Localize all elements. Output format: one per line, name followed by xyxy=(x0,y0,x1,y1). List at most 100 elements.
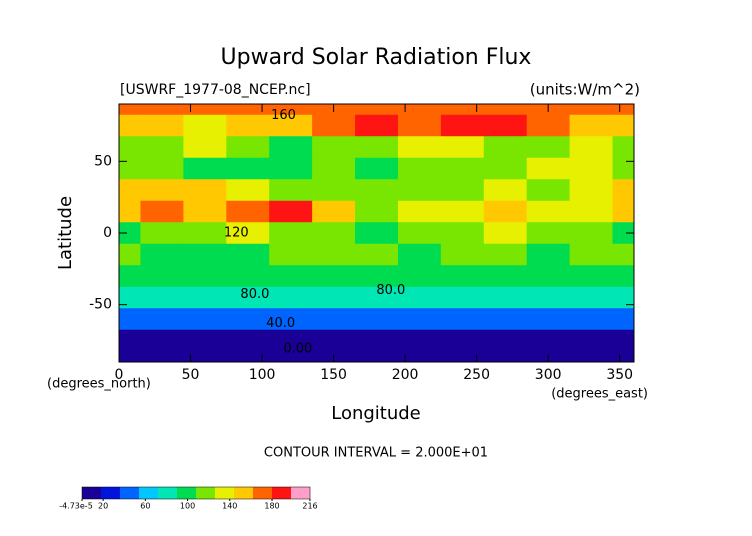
cell xyxy=(483,200,528,223)
cell xyxy=(119,308,141,331)
cell xyxy=(312,308,356,331)
cell xyxy=(440,243,485,266)
cell xyxy=(397,200,442,223)
cell xyxy=(612,222,634,245)
cell xyxy=(355,329,399,352)
cell xyxy=(440,286,485,309)
colorbar-swatch xyxy=(196,487,216,499)
cell xyxy=(140,114,184,137)
cell xyxy=(312,222,356,245)
cell xyxy=(569,308,614,331)
cell xyxy=(355,200,399,223)
cell xyxy=(397,329,442,352)
cell xyxy=(397,104,442,116)
cell xyxy=(119,157,141,180)
cell xyxy=(569,157,614,180)
cell xyxy=(183,265,227,288)
colorbar-label: 216 xyxy=(302,502,317,511)
cell xyxy=(226,308,270,331)
cell xyxy=(612,265,634,288)
cell xyxy=(140,179,184,202)
cell xyxy=(312,286,356,309)
cell xyxy=(312,329,356,352)
cell xyxy=(226,329,270,352)
cell xyxy=(119,286,141,309)
x-tick-label: 0 xyxy=(115,367,124,383)
cell xyxy=(483,286,528,309)
cell xyxy=(440,329,485,352)
cell xyxy=(526,157,571,180)
x-tick-label: 100 xyxy=(249,367,276,383)
cell xyxy=(612,104,634,116)
colorbar-swatch xyxy=(82,487,102,499)
cell xyxy=(612,308,634,331)
cell xyxy=(119,114,141,137)
cell xyxy=(526,179,571,202)
cell xyxy=(269,157,313,180)
cell xyxy=(355,136,399,159)
cell xyxy=(483,308,528,331)
cell xyxy=(397,286,442,309)
cell xyxy=(526,222,571,245)
cell xyxy=(269,329,313,352)
cell xyxy=(355,286,399,309)
cell xyxy=(312,136,356,159)
x-tick-label: 150 xyxy=(320,367,347,383)
cell xyxy=(440,179,485,202)
cell xyxy=(397,351,442,362)
cell xyxy=(397,157,442,180)
colorbar-label: 100 xyxy=(180,502,195,511)
cell xyxy=(569,114,614,137)
cell xyxy=(119,351,141,362)
colorbar-swatch xyxy=(272,487,292,499)
cell xyxy=(269,243,313,266)
cell xyxy=(397,265,442,288)
cell xyxy=(119,265,141,288)
contour-label: 160 xyxy=(271,108,296,123)
colorbar-frame xyxy=(81,486,311,500)
cell xyxy=(140,286,184,309)
cell xyxy=(140,243,184,266)
cell xyxy=(355,222,399,245)
cell xyxy=(612,329,634,352)
cell xyxy=(140,157,184,180)
x-unit: (degrees_east) xyxy=(551,387,648,402)
cell xyxy=(440,222,485,245)
cell xyxy=(226,286,270,309)
cell xyxy=(226,114,270,137)
cell xyxy=(483,157,528,180)
cell xyxy=(312,179,356,202)
colorbar-label: 140 xyxy=(222,502,237,511)
cell xyxy=(140,136,184,159)
cell xyxy=(140,265,184,288)
cell xyxy=(119,200,141,223)
cell xyxy=(397,222,442,245)
cell xyxy=(483,179,528,202)
cell xyxy=(569,286,614,309)
cell xyxy=(569,351,614,362)
cell xyxy=(226,243,270,266)
cell xyxy=(569,136,614,159)
cell xyxy=(312,243,356,266)
cell xyxy=(612,286,634,309)
y-axis-label: Latitude xyxy=(55,196,76,270)
cell xyxy=(355,243,399,266)
cell xyxy=(312,265,356,288)
contour-label: 40.0 xyxy=(266,316,295,331)
x-tick-label: 200 xyxy=(392,367,419,383)
cell xyxy=(312,157,356,180)
colorbar-label: 180 xyxy=(264,502,279,511)
cell xyxy=(440,157,485,180)
cell xyxy=(612,114,634,137)
cell xyxy=(269,200,313,223)
cell xyxy=(183,243,227,266)
cell xyxy=(526,136,571,159)
cell xyxy=(269,179,313,202)
cell xyxy=(483,114,528,137)
colorbar-swatch xyxy=(139,487,159,499)
cell xyxy=(483,265,528,288)
cell xyxy=(183,222,227,245)
x-tick-label: 250 xyxy=(463,367,490,383)
cell xyxy=(269,351,313,362)
